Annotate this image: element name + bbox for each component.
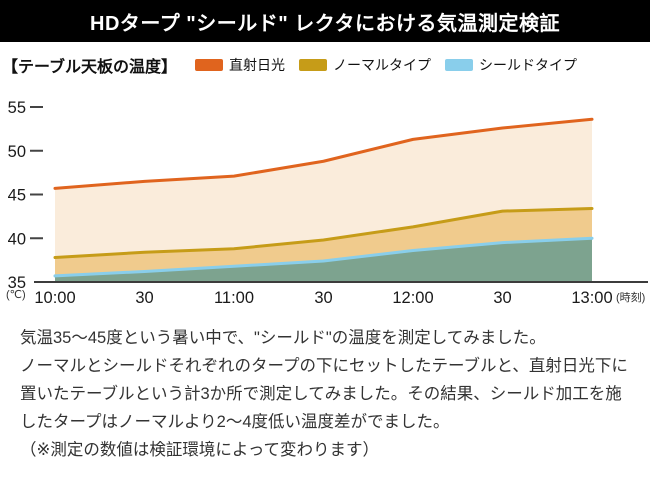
x-tick-label: 13:00 [571,289,612,307]
x-axis-unit-label: (時刻) [616,290,645,304]
x-tick-label: 10:00 [34,289,75,307]
x-tick-label: 30 [493,289,511,307]
legend-item-direct-sunlight: 直射日光 [195,55,285,75]
legend-swatch-normal-type-icon [299,59,328,71]
y-tick-label: 45 [8,187,26,205]
y-tick-label: 55 [8,99,26,117]
x-tick-label: 12:00 [392,289,433,307]
chart-legend: 直射日光 ノーマルタイプ シールドタイプ [195,55,577,75]
y-axis-unit-label: (℃) [6,289,26,301]
description-line-1: 気温35〜45度という暑い中で、"シールド"の温度を測定してみました。 [20,329,546,347]
x-tick-label: 11:00 [214,289,254,307]
x-tick-label: 30 [314,289,332,307]
page-header: HDタープ "シールド" レクタにおける気温測定検証 [0,0,650,42]
legend-row: 【テーブル天板の温度】 直射日光 ノーマルタイプ シールドタイプ [0,42,650,88]
page-title: HDタープ "シールド" レクタにおける気温測定検証 [90,12,560,35]
description-line-2: ノーマルとシールドそれぞれのタープの下にセットしたテーブルと、直射日光下に [20,357,628,375]
area-series-2 [55,238,592,282]
legend-item-normal-type: ノーマルタイプ [299,55,431,75]
temperature-chart: 55 50 45 40 35(℃) 10:00 30 11:00 30 12:00 30 13:00 (… [6,99,648,307]
description-line-3: 置いたテーブルという計3か所で測定してみました。その結果、シールド加工を施 [20,385,622,403]
line-series-0 [53,117,594,190]
description-line-5: （※測定の数値は検証環境によって変わります） [20,441,380,459]
line-series-1 [53,207,594,259]
line-series-2 [53,236,594,278]
legend-label-normal-type: ノーマルタイプ [333,57,432,73]
legend-label-direct-sunlight: 直射日光 [229,57,286,73]
legend-item-shield-type: シールドタイプ [445,55,577,75]
description-line-4: したタープはノーマルより2〜4度低い温度差がでました。 [20,413,450,431]
x-tick-label: 30 [135,289,153,307]
legend-label-shield-type: シールドタイプ [479,57,578,73]
description: 気温35〜45度という暑い中で、"シールド"の温度を測定してみました。 ノーマル… [0,310,650,464]
chart-title: 【テーブル天板の温度】 [2,59,178,76]
y-tick-label: 35 [8,274,26,292]
legend-swatch-direct-sunlight-icon [195,59,224,71]
y-tick-label: 50 [8,143,26,161]
legend-swatch-shield-type-icon [445,59,474,71]
y-tick-label: 40 [8,230,26,248]
